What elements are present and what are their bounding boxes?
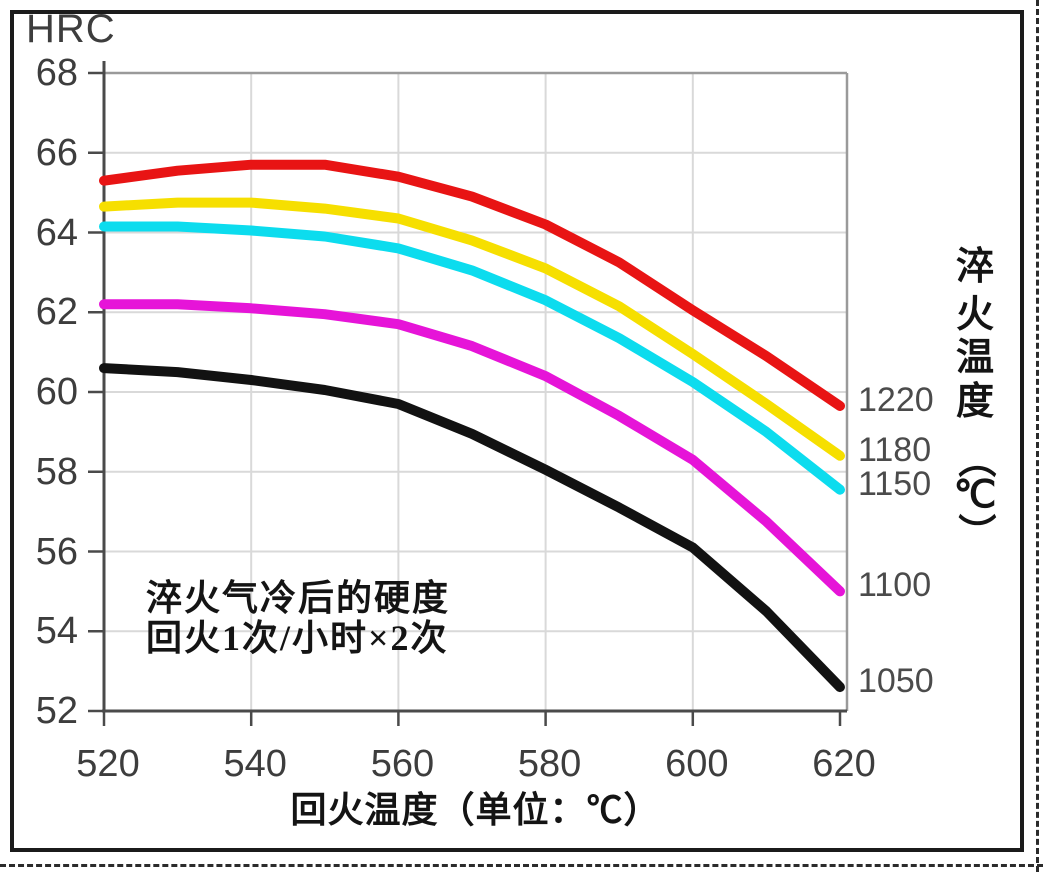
x-axis-title: 回火温度（单位：℃） <box>290 790 661 830</box>
y-tick-label-62: 62 <box>35 291 78 334</box>
right-axis-title-char: 度 <box>955 381 994 423</box>
curve-1220 <box>99 159 845 411</box>
y-tick-label-64: 64 <box>35 211 78 254</box>
y-tick-label-68: 68 <box>35 52 78 94</box>
x-tick-label-620: 620 <box>812 743 876 785</box>
y-tick-label-60: 60 <box>35 371 78 413</box>
curve-1180 <box>99 197 845 461</box>
curve-1050 <box>99 363 845 693</box>
annotation-line-2: 回火1次/小时×2次 <box>146 618 449 658</box>
right-axis-title-char: 火 <box>955 294 994 336</box>
x-tick-label-560: 560 <box>370 743 435 785</box>
annotation-line-1: 淬火气冷后的硬度 <box>146 578 451 618</box>
series-label-1150: 1150 <box>858 464 932 503</box>
series-label-1100: 1100 <box>858 566 932 605</box>
dashed-edge-right <box>1036 0 1039 872</box>
y-tick-label-54: 54 <box>35 610 78 653</box>
curve-1150 <box>99 221 845 495</box>
series-label-1220: 1220 <box>858 380 934 419</box>
right-axis-title-char: 淬 <box>955 246 994 288</box>
series-label-1050: 1050 <box>858 662 934 701</box>
x-tick-label-520: 520 <box>76 743 140 785</box>
right-axis-title-char: 温 <box>955 337 994 379</box>
x-tick-label-580: 580 <box>517 743 582 785</box>
y-tick-label-56: 56 <box>35 530 78 573</box>
y-axis-unit-label: HRC <box>26 7 116 51</box>
curve-1100 <box>99 299 845 597</box>
series-label-1180: 1180 <box>858 430 932 469</box>
y-tick-label-52: 52 <box>35 690 78 732</box>
x-tick-label-540: 540 <box>223 743 287 785</box>
x-tick-label-600: 600 <box>665 743 729 785</box>
right-axis-title-close-paren: ） <box>954 512 996 551</box>
y-tick-label-58: 58 <box>35 450 78 493</box>
y-tick-label-66: 66 <box>35 131 78 174</box>
dashed-edge-bottom <box>0 864 1043 867</box>
right-axis-title-unit: ℃ <box>953 474 997 516</box>
figure-border <box>10 10 1024 852</box>
